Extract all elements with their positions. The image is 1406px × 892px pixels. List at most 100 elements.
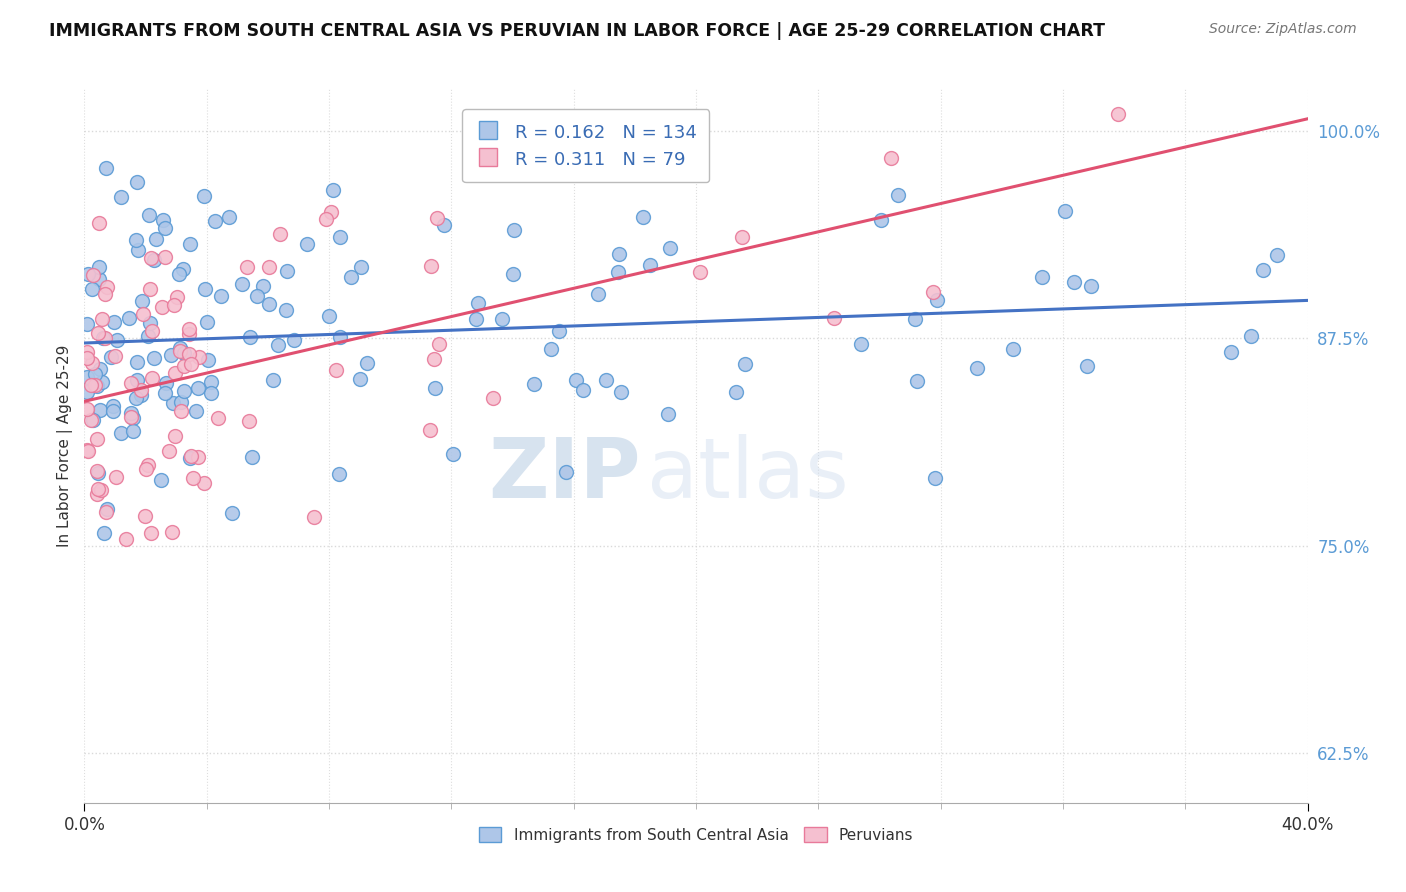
Point: [236, 260, 259, 274]
Point: [194, 282, 217, 296]
Point: [186, 404, 208, 418]
Point: [110, 190, 132, 204]
Point: [849, 336, 872, 351]
Point: [170, 394, 193, 409]
Point: [187, 350, 209, 364]
Point: [169, 343, 191, 358]
Point: [80, 378, 103, 392]
Point: [134, 508, 156, 523]
Point: [571, 383, 593, 397]
Point: [262, 373, 284, 387]
Point: [93, 525, 115, 540]
Point: [103, 404, 125, 418]
Point: [83, 368, 105, 382]
Point: [1107, 107, 1129, 121]
Point: [139, 282, 162, 296]
Point: [138, 328, 160, 343]
Point: [77, 268, 100, 282]
Point: [731, 229, 754, 244]
Point: [86, 487, 108, 501]
Point: [1053, 203, 1076, 218]
Point: [117, 310, 139, 325]
Point: [110, 425, 132, 440]
Point: [86, 482, 108, 496]
Point: [1220, 345, 1243, 359]
Point: [76, 444, 98, 458]
Point: [200, 375, 222, 389]
Point: [155, 386, 177, 401]
Point: [218, 210, 240, 224]
Point: [87, 271, 110, 285]
Point: [127, 355, 149, 369]
Point: [328, 467, 350, 481]
Point: [193, 188, 215, 202]
Point: [170, 404, 193, 418]
Point: [135, 462, 157, 476]
Point: [103, 399, 125, 413]
Point: [177, 322, 200, 336]
Point: [131, 384, 153, 398]
Point: [76, 344, 98, 359]
Point: [120, 410, 142, 425]
Point: [82, 268, 104, 282]
Point: [179, 346, 201, 360]
Point: [141, 251, 163, 265]
Point: [966, 360, 988, 375]
Point: [420, 259, 443, 273]
Point: [145, 232, 167, 246]
Point: [138, 208, 160, 222]
Point: [127, 243, 149, 257]
Point: [607, 247, 630, 261]
Point: [186, 450, 208, 465]
Point: [82, 412, 104, 426]
Point: [125, 174, 148, 188]
Point: [467, 296, 489, 310]
Point: [304, 510, 326, 524]
Point: [356, 356, 378, 370]
Point: [107, 333, 129, 347]
Point: [187, 381, 209, 395]
Point: [155, 376, 177, 390]
Point: [423, 352, 446, 367]
Point: [138, 316, 160, 330]
Point: [1031, 270, 1053, 285]
Point: [554, 465, 576, 479]
Point: [657, 408, 679, 422]
Point: [481, 391, 503, 405]
Point: [195, 315, 218, 329]
Point: [924, 471, 946, 485]
Point: [523, 376, 546, 391]
Point: [105, 470, 128, 484]
Point: [173, 359, 195, 373]
Point: [238, 414, 260, 428]
Point: [94, 331, 117, 345]
Point: [121, 411, 143, 425]
Point: [239, 330, 262, 344]
Point: [94, 286, 117, 301]
Point: [427, 337, 450, 351]
Point: [240, 450, 263, 464]
Point: [165, 429, 187, 443]
Point: [89, 483, 111, 498]
Point: [86, 432, 108, 446]
Point: [89, 362, 111, 376]
Point: [425, 381, 447, 395]
Point: [173, 346, 195, 360]
Point: [76, 384, 98, 399]
Point: [120, 405, 142, 419]
Point: [91, 331, 114, 345]
Point: [87, 466, 110, 480]
Point: [89, 403, 111, 417]
Point: [172, 261, 194, 276]
Point: [927, 293, 949, 307]
Point: [606, 265, 628, 279]
Point: [114, 532, 136, 546]
Point: [76, 317, 98, 331]
Point: [163, 298, 186, 312]
Point: [209, 289, 232, 303]
Point: [231, 277, 253, 291]
Point: [181, 471, 204, 485]
Point: [491, 311, 513, 326]
Point: [267, 337, 290, 351]
Point: [179, 237, 201, 252]
